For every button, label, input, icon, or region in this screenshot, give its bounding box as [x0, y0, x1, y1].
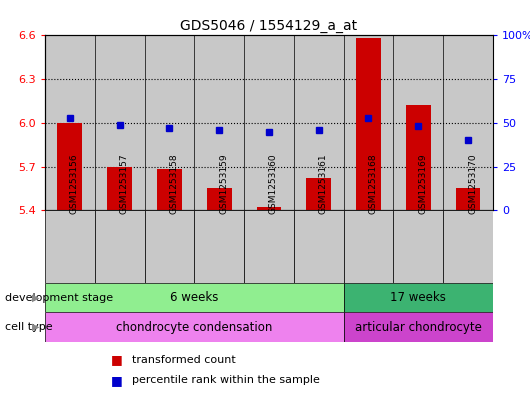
- Bar: [343, 312, 493, 342]
- Text: chondrocyte condensation: chondrocyte condensation: [116, 321, 272, 334]
- Text: percentile rank within the sample: percentile rank within the sample: [132, 375, 320, 385]
- Bar: [45, 312, 343, 342]
- Bar: [207, 188, 232, 210]
- Bar: [343, 35, 393, 210]
- Bar: [257, 208, 281, 210]
- Title: GDS5046 / 1554129_a_at: GDS5046 / 1554129_a_at: [180, 19, 358, 33]
- Bar: [57, 123, 82, 210]
- Text: GSM1253157: GSM1253157: [120, 153, 129, 214]
- Bar: [145, 35, 195, 210]
- Bar: [456, 188, 481, 210]
- Bar: [443, 35, 493, 210]
- Bar: [95, 35, 145, 210]
- Text: 17 weeks: 17 weeks: [390, 291, 446, 304]
- Bar: [195, 210, 244, 283]
- Text: development stage: development stage: [5, 293, 113, 303]
- Bar: [294, 210, 343, 283]
- Bar: [443, 210, 493, 283]
- Text: ▶: ▶: [32, 322, 40, 332]
- Text: cell type: cell type: [5, 322, 53, 332]
- Bar: [45, 35, 95, 210]
- Bar: [343, 210, 393, 283]
- Text: GSM1253169: GSM1253169: [418, 153, 427, 214]
- Bar: [306, 178, 331, 210]
- Bar: [195, 35, 244, 210]
- Text: GSM1253168: GSM1253168: [368, 153, 377, 214]
- Bar: [406, 105, 431, 210]
- Text: ■: ■: [111, 353, 122, 366]
- Bar: [95, 210, 145, 283]
- Text: GSM1253158: GSM1253158: [170, 153, 179, 214]
- Bar: [244, 210, 294, 283]
- Bar: [343, 283, 493, 312]
- Text: ▶: ▶: [32, 293, 40, 303]
- Bar: [356, 38, 381, 210]
- Text: 6 weeks: 6 weeks: [170, 291, 218, 304]
- Text: GSM1253159: GSM1253159: [219, 153, 228, 214]
- Bar: [145, 210, 195, 283]
- Text: GSM1253161: GSM1253161: [319, 153, 328, 214]
- Bar: [244, 35, 294, 210]
- Bar: [45, 283, 343, 312]
- Bar: [45, 210, 95, 283]
- Text: ■: ■: [111, 374, 122, 387]
- Text: articular chondrocyte: articular chondrocyte: [355, 321, 482, 334]
- Text: GSM1253170: GSM1253170: [468, 153, 477, 214]
- Text: GSM1253156: GSM1253156: [70, 153, 79, 214]
- Text: transformed count: transformed count: [132, 355, 236, 365]
- Bar: [393, 35, 443, 210]
- Bar: [294, 35, 343, 210]
- Bar: [107, 167, 132, 210]
- Bar: [393, 210, 443, 283]
- Bar: [157, 169, 182, 210]
- Text: GSM1253160: GSM1253160: [269, 153, 278, 214]
